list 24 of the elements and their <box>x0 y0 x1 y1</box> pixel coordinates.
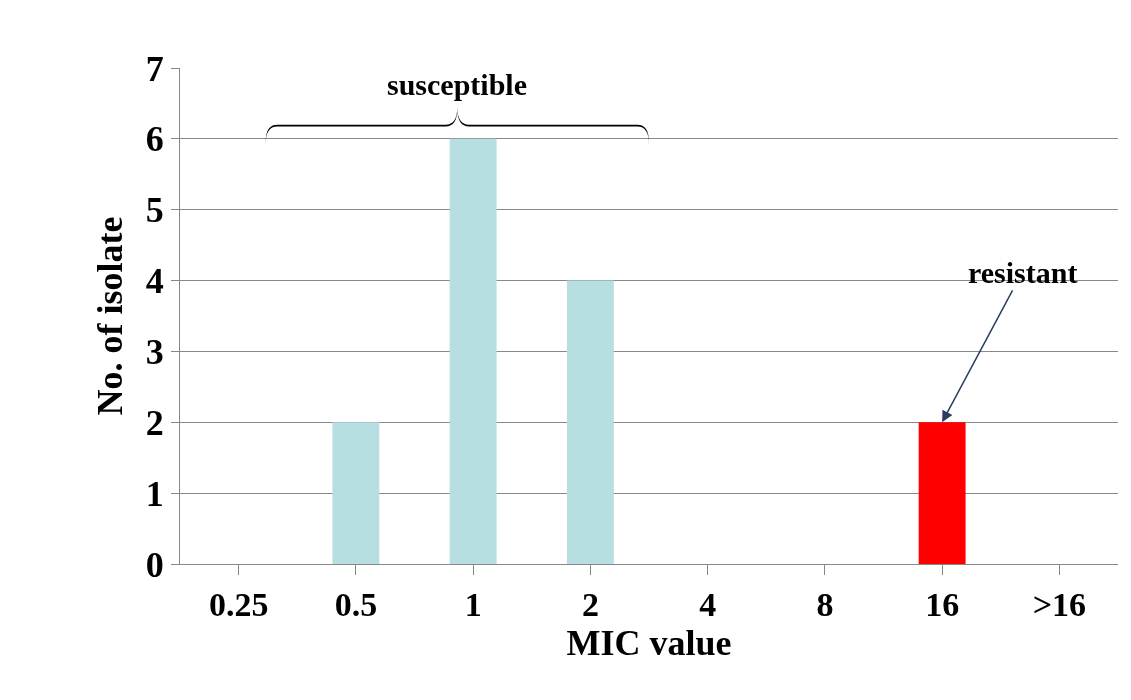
x-tick-label: 4 <box>699 585 717 623</box>
y-tick-label: 2 <box>145 402 164 443</box>
y-tick-label: 5 <box>145 190 164 231</box>
y-tick-label: 1 <box>145 473 164 514</box>
x-axis-title: MIC value <box>566 623 732 664</box>
y-tick-label: 7 <box>145 48 164 89</box>
x-tick-label: 0.25 <box>208 585 269 623</box>
x-tick-label: 0.5 <box>334 585 378 623</box>
bar <box>566 280 614 564</box>
y-tick-label: 4 <box>145 261 164 302</box>
x-tick-label: 2 <box>581 585 599 623</box>
y-axis-title: No. of isolate <box>89 216 130 416</box>
annotation: resistant <box>968 256 1078 289</box>
y-tick-label: 6 <box>145 119 164 160</box>
bar <box>449 138 497 564</box>
bar <box>332 422 380 564</box>
y-tick-label: 0 <box>145 544 164 585</box>
x-tick-label: 16 <box>925 585 960 623</box>
x-tick-label: 8 <box>816 585 834 623</box>
x-tick-label: 1 <box>464 585 482 623</box>
x-tick-label: >16 <box>1032 585 1087 623</box>
bar <box>918 422 966 564</box>
annotation: susceptible <box>387 68 528 101</box>
y-tick-label: 3 <box>145 332 164 373</box>
